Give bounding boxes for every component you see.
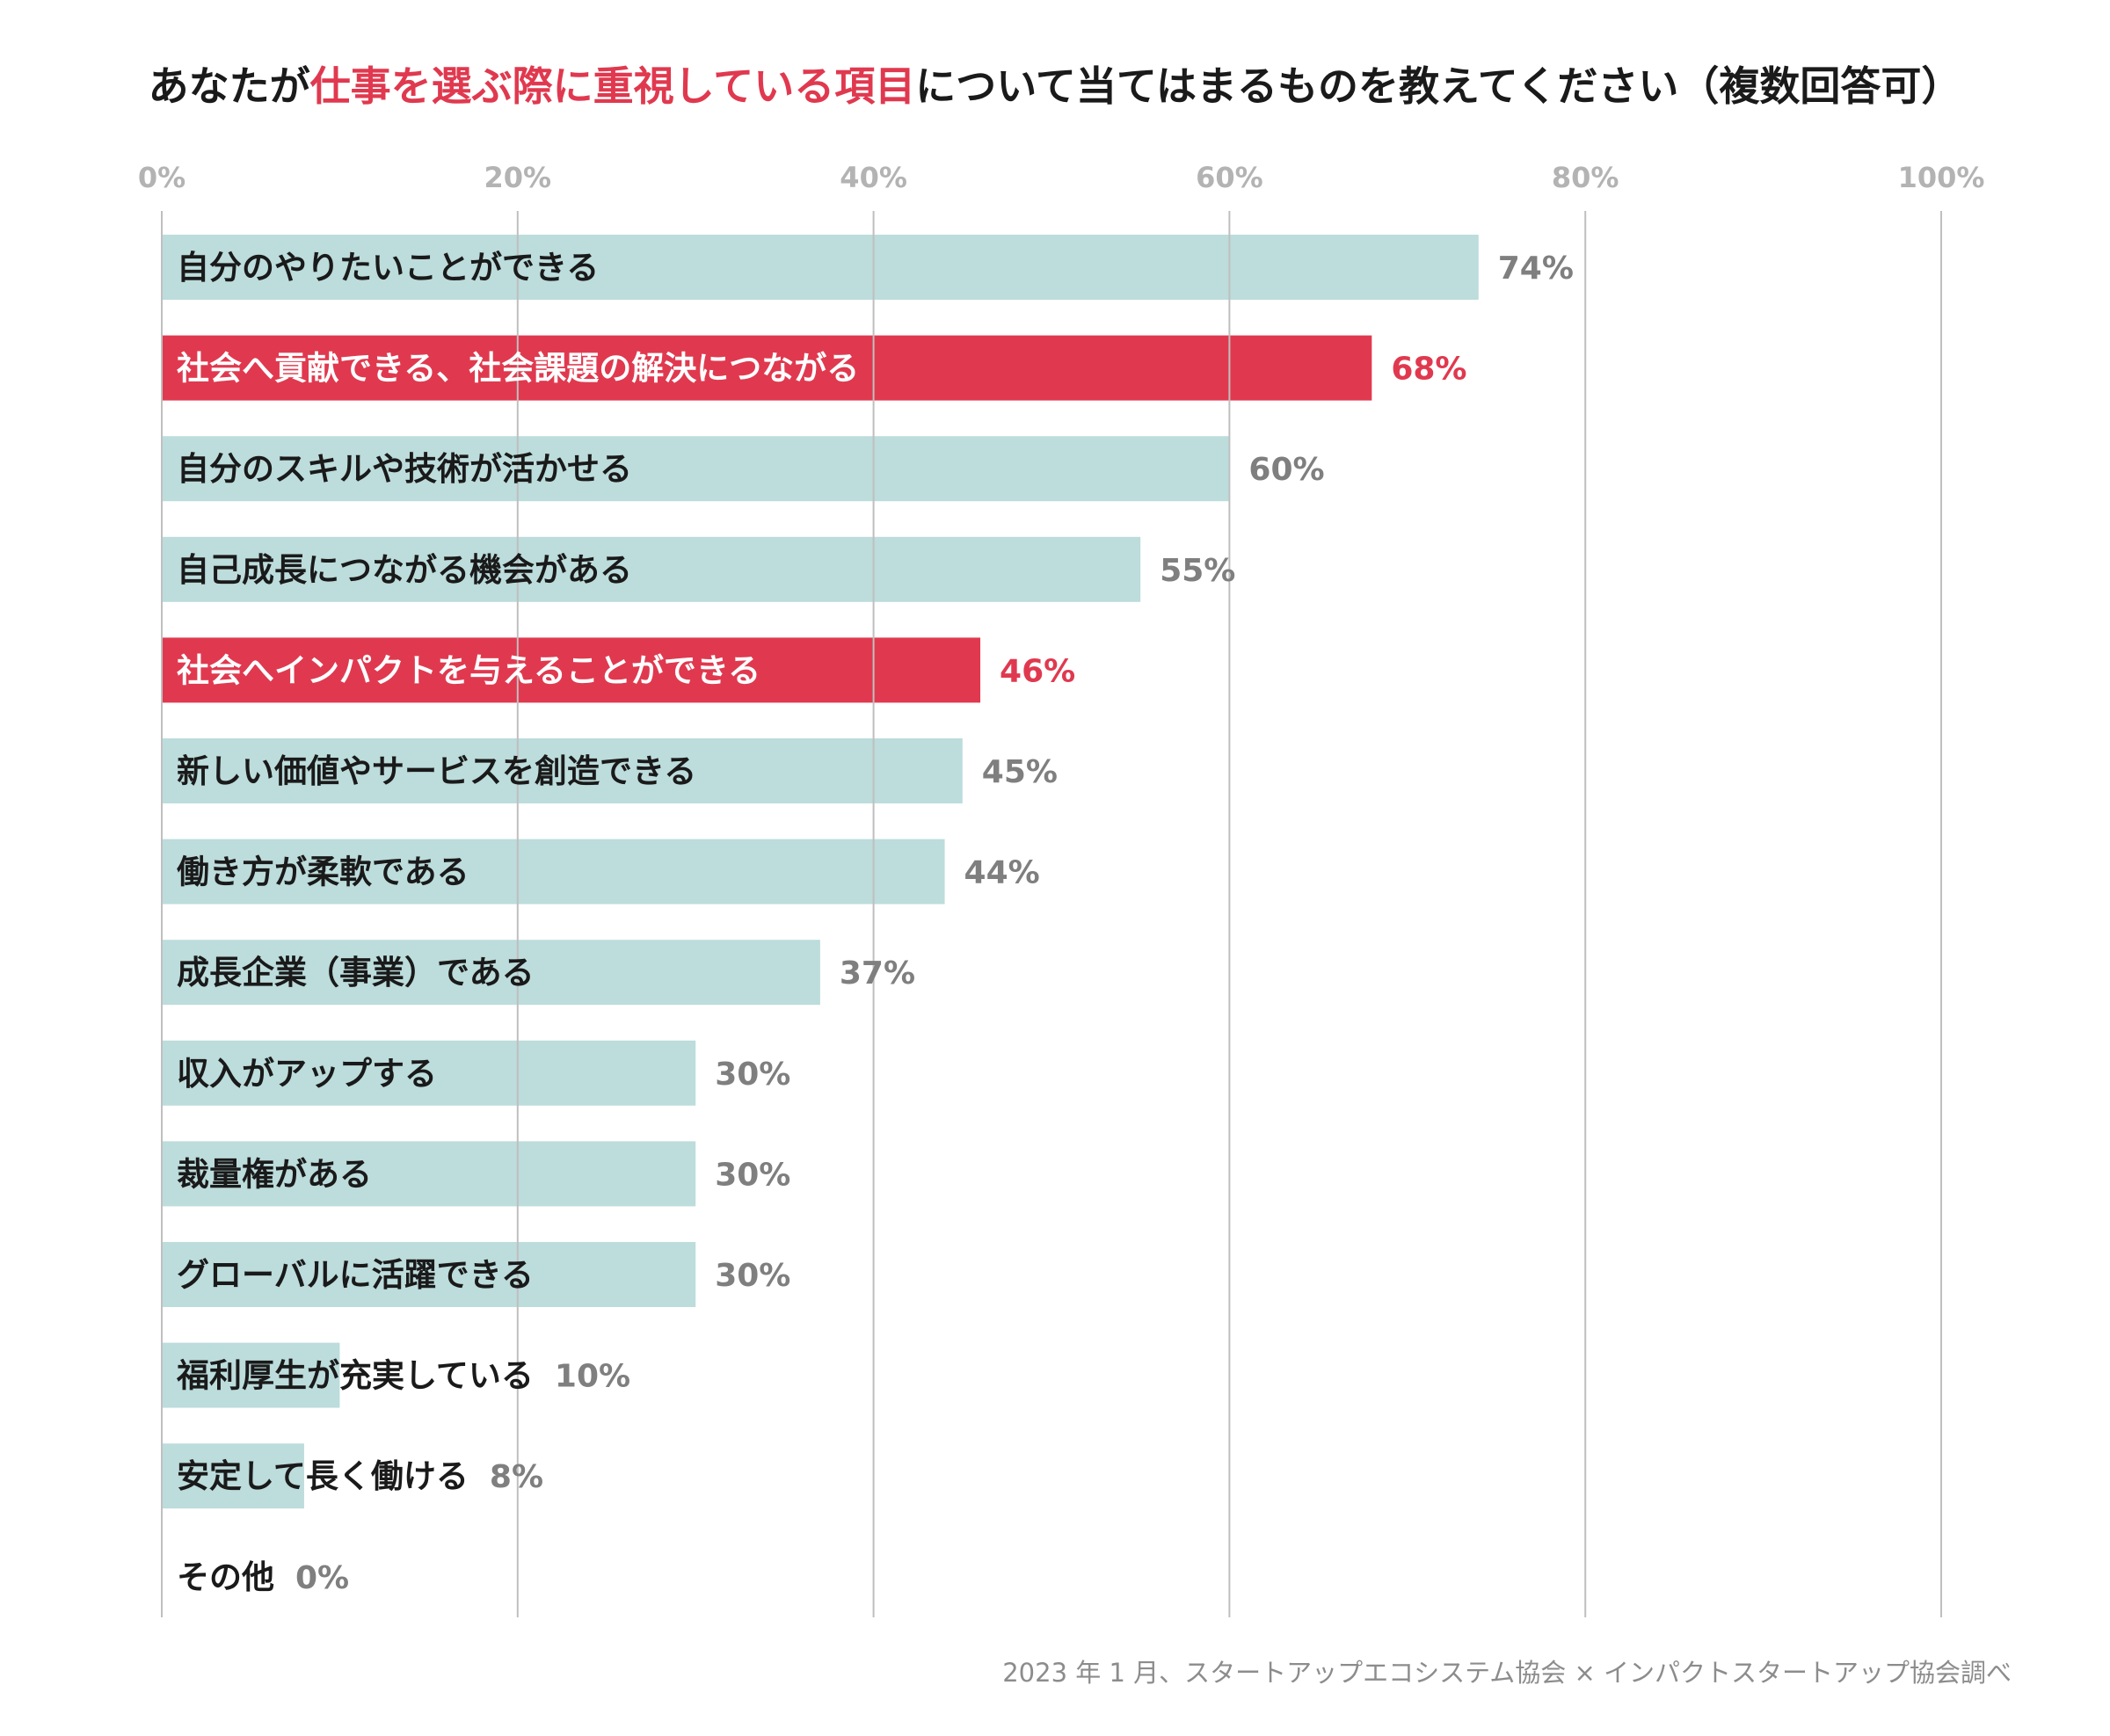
value-label-6: 45% [982,754,1058,790]
bar-13 [162,1443,304,1509]
source-note: 2023 年 1 月、スタートアップエコシステム協会 × インパクトスタートアッ… [1002,1658,2012,1688]
bar-7 [162,839,945,904]
value-label-2: 68% [1391,352,1466,388]
tick-labels: 0% 20% 40% 60% 80% 100% [138,161,1985,194]
bar-3 [162,436,1230,502]
bar-5 [162,637,981,703]
bars-layer [162,235,1479,1509]
category-label-14: その他 [177,1558,274,1596]
value-label-13: 8% [490,1459,543,1495]
grid-layer [161,211,1942,1617]
category-label-2: 社会へ貢献できる、社会課題の解決につながる [177,350,859,388]
bar-11 [162,1242,696,1307]
value-label-14: 0% [295,1560,349,1596]
value-label-11: 30% [715,1258,790,1294]
title-highlight: 仕事を選ぶ際に重視している項目 [309,62,916,110]
tick-label-60: 60% [1196,161,1263,194]
bar-8 [162,940,820,1006]
category-label-8: 成長企業（事業）である [177,954,535,991]
value-label-8: 37% [840,955,915,991]
value-label-10: 30% [715,1157,790,1193]
title-prefix: あなたが [148,62,310,110]
value-label-12: 10% [555,1359,630,1395]
category-label-13: 安定して長く働ける [177,1457,469,1495]
category-label-9: 収入がアップする [177,1055,437,1093]
value-labels: 74% 68% 60% 55% 46% 45% 44% 37% 30% 30% 30% 10% 8% 0% [295,251,1574,1596]
value-label-7: 44% [964,855,1040,891]
tick-label-40: 40% [840,161,907,194]
tick-label-20: 20% [484,161,552,194]
category-label-10: 裁量権がある [177,1155,372,1193]
title-suffix: について当てはまるものを教えてください（複数回答可） [915,62,1962,110]
category-label-3: 自分のスキルや技術が活かせる [177,450,632,488]
tick-label-80: 80% [1552,161,1619,194]
category-label-11: グローバルに活躍できる [177,1256,534,1294]
tick-label-100: 100% [1898,161,1985,194]
bar-4 [162,536,1141,602]
category-label-5: 社会へインパクトを与えることができる [177,651,760,689]
category-label-7: 働き方が柔軟である [177,853,469,891]
category-label-6: 新しい価値やサービスを創造できる [177,752,696,790]
bar-6 [162,738,963,803]
value-label-9: 30% [715,1057,790,1093]
bar-9 [162,1040,696,1106]
bar-12 [162,1342,340,1408]
category-label-12: 福利厚生が充実している [176,1357,534,1395]
category-label-4: 自己成長につながる機会がある [177,551,632,589]
category-label-1: 自分のやりたいことができる [177,249,599,287]
chart-title: あなたが仕事を選ぶ際に重視している項目について当てはまるものを教えてください（複… [0,54,2110,113]
value-label-3: 60% [1248,452,1324,488]
value-label-4: 55% [1160,553,1235,589]
bar-10 [162,1141,696,1207]
value-label-5: 46% [1000,653,1075,689]
value-label-1: 74% [1498,251,1574,287]
tick-label-0: 0% [138,161,186,194]
bar-1 [162,235,1479,300]
category-labels: 自分のやりたいことができる社会へ貢献できる、社会課題の解決につながる自分のスキル… [176,249,859,1596]
bar-2 [162,335,1372,401]
